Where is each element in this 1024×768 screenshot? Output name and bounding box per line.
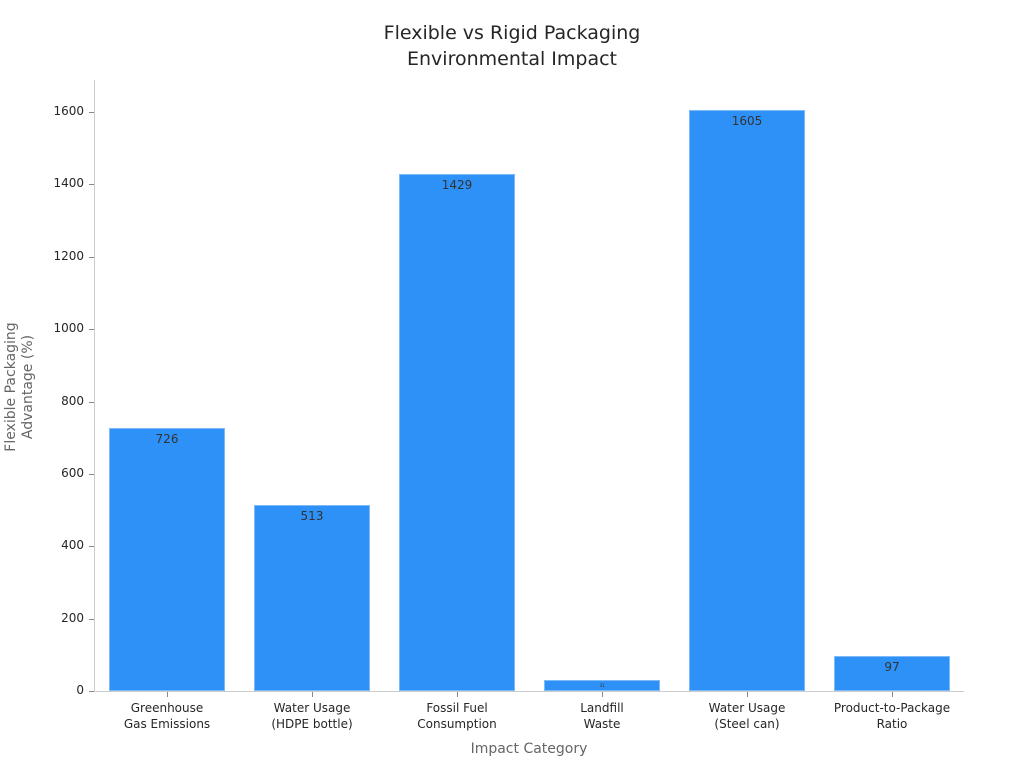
x-tick-mark — [602, 692, 603, 697]
y-tick-mark — [89, 256, 94, 258]
x-tick-mark — [312, 692, 313, 697]
bar-value-label: 31 — [599, 682, 605, 688]
bar: 513 — [254, 505, 370, 691]
y-tick-mark — [89, 329, 94, 331]
x-axis-label: Impact Category — [470, 741, 588, 757]
x-axis-line — [94, 691, 964, 692]
y-tick-label: 400 — [61, 538, 84, 553]
x-tick-label: Product-to-Package Ratio — [833, 701, 951, 731]
y-tick-label: 0 — [76, 683, 84, 697]
bar-value-label: 1429 — [441, 177, 473, 192]
y-tick-label: 1000 — [53, 321, 84, 336]
bar: 1605 — [689, 110, 805, 691]
bar-value-label: 726 — [155, 432, 179, 447]
x-tick-label: Fossil Fuel Consumption — [417, 701, 497, 731]
bar: 726 — [109, 428, 225, 691]
x-tick-mark — [892, 692, 893, 697]
bar-value-label: 1605 — [731, 114, 763, 129]
bar-value-label: 97 — [884, 659, 900, 674]
x-tick-label: Water Usage (HDPE bottle) — [271, 701, 353, 731]
bar: 97 — [834, 655, 950, 691]
y-tick-mark — [89, 184, 94, 186]
bar: 1429 — [399, 173, 515, 691]
chart-title-line-1: Flexible vs Rigid Packaging — [383, 22, 641, 44]
x-tick-label: Greenhouse Gas Emissions — [123, 701, 211, 731]
y-tick-mark — [89, 691, 94, 692]
x-tick-mark — [747, 692, 748, 697]
x-tick-mark — [167, 692, 168, 697]
x-tick-label: Landfill Waste — [580, 701, 624, 731]
bar-value-label: 513 — [300, 509, 324, 524]
y-axis-label: Flexible Packaging Advantage (%) — [3, 322, 36, 452]
y-tick-mark — [89, 401, 94, 403]
y-tick-label: 800 — [61, 393, 84, 408]
y-tick-mark — [89, 473, 94, 475]
chart-title-line-2: Environmental Impact — [407, 48, 617, 70]
y-axis-line — [94, 80, 95, 692]
y-tick-mark — [89, 618, 94, 620]
y-tick-mark — [89, 112, 94, 113]
y-tick-label: 1600 — [53, 104, 84, 118]
y-tick-mark — [89, 546, 94, 548]
y-tick-label: 1400 — [53, 176, 84, 191]
bar: 31 — [544, 679, 660, 691]
y-tick-label: 600 — [61, 465, 84, 480]
chart-title: Flexible vs Rigid Packaging Environmenta… — [0, 20, 1024, 72]
x-tick-mark — [457, 692, 458, 697]
x-tick-label: Water Usage (Steel can) — [708, 701, 786, 731]
y-tick-label: 200 — [61, 610, 84, 625]
y-tick-label: 1200 — [53, 248, 84, 263]
